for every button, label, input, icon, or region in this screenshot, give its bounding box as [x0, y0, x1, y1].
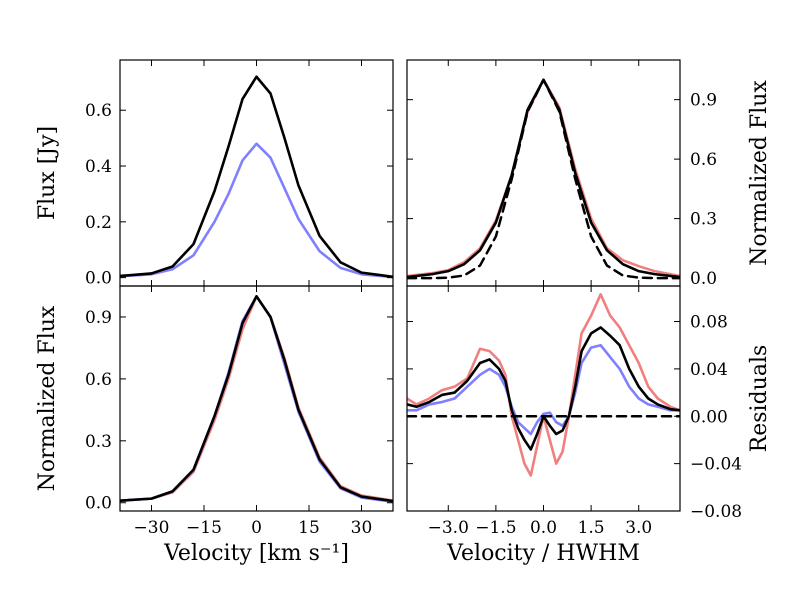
series-group: [407, 292, 680, 477]
y-tick-label: 0.4: [85, 157, 112, 177]
y-tick-label: −0.08: [690, 502, 742, 522]
y-tick-label: 0.0: [85, 269, 112, 289]
x-tick-label: −3.0: [428, 518, 469, 538]
series-line-blue-residuals: [407, 343, 680, 436]
x-tick-label: 0.0: [530, 518, 557, 538]
x-tick-label: −1.5: [475, 518, 516, 538]
y-axis-label: Flux [Jy]: [35, 126, 60, 220]
y-tick-label: 0.6: [85, 101, 112, 121]
panel-top-right: 0.0 0.3 0.6 0.9 Normalized Flux: [406, 59, 772, 289]
y-tick-label: 0.0: [690, 269, 717, 289]
y-axis-label: Residuals: [747, 345, 772, 453]
x-axis-label: Velocity [km s⁻¹]: [163, 541, 349, 566]
y-tick-label: 0.00: [690, 407, 728, 427]
panel-bottom-left: −30 −15 0 15 30 0.0 0.3 0.6 0.9 Normalized Flux Ve…: [35, 285, 394, 566]
y-tick-label: 0.0: [85, 494, 112, 514]
x-tick-label: 3.0: [625, 518, 652, 538]
y-tick-label: 0.04: [690, 360, 728, 380]
y-tick-label: 0.6: [690, 150, 717, 170]
x-tick-label: −30: [134, 518, 170, 538]
panel-top-left: 0.0 0.2 0.4 0.6 Flux [Jy]: [35, 59, 394, 289]
y-tick-label: 0.9: [85, 308, 112, 328]
series-line-black-profile: [120, 75, 393, 279]
y-tick-label: 0.6: [85, 370, 112, 390]
y-tick-label: 0.2: [85, 213, 112, 233]
series-group: [120, 295, 393, 504]
series-group: [120, 75, 393, 279]
x-tick-label: 0: [251, 518, 262, 538]
y-tick-label: 0.9: [690, 91, 717, 111]
y-tick-label: 0.3: [690, 210, 717, 230]
series-line-red-residuals: [407, 292, 680, 477]
x-tick-label: −15: [186, 518, 222, 538]
x-tick-label: 15: [298, 518, 320, 538]
x-axis-label: Velocity / HWHM: [446, 541, 640, 566]
y-axis-label: Normalized Flux: [35, 305, 60, 491]
x-tick-label: 30: [351, 518, 373, 538]
y-tick-label: −0.04: [690, 455, 742, 475]
series-line-blue-profile: [120, 142, 393, 279]
series-line-black-residuals: [407, 326, 680, 451]
panel-bottom-right: −3.0 −1.5 0.0 1.5 3.0 −0.08 −0.04 0.00 0.04 0.08 R…: [406, 285, 772, 566]
x-tick-label: 1.5: [578, 518, 605, 538]
series-line-black-profile: [120, 295, 393, 503]
y-tick-label: 0.3: [85, 432, 112, 452]
series-line-gaussian: [407, 78, 680, 280]
y-axis-label: Normalized Flux: [747, 80, 772, 266]
y-tick-label: 0.08: [690, 313, 728, 333]
series-group: [407, 78, 680, 280]
